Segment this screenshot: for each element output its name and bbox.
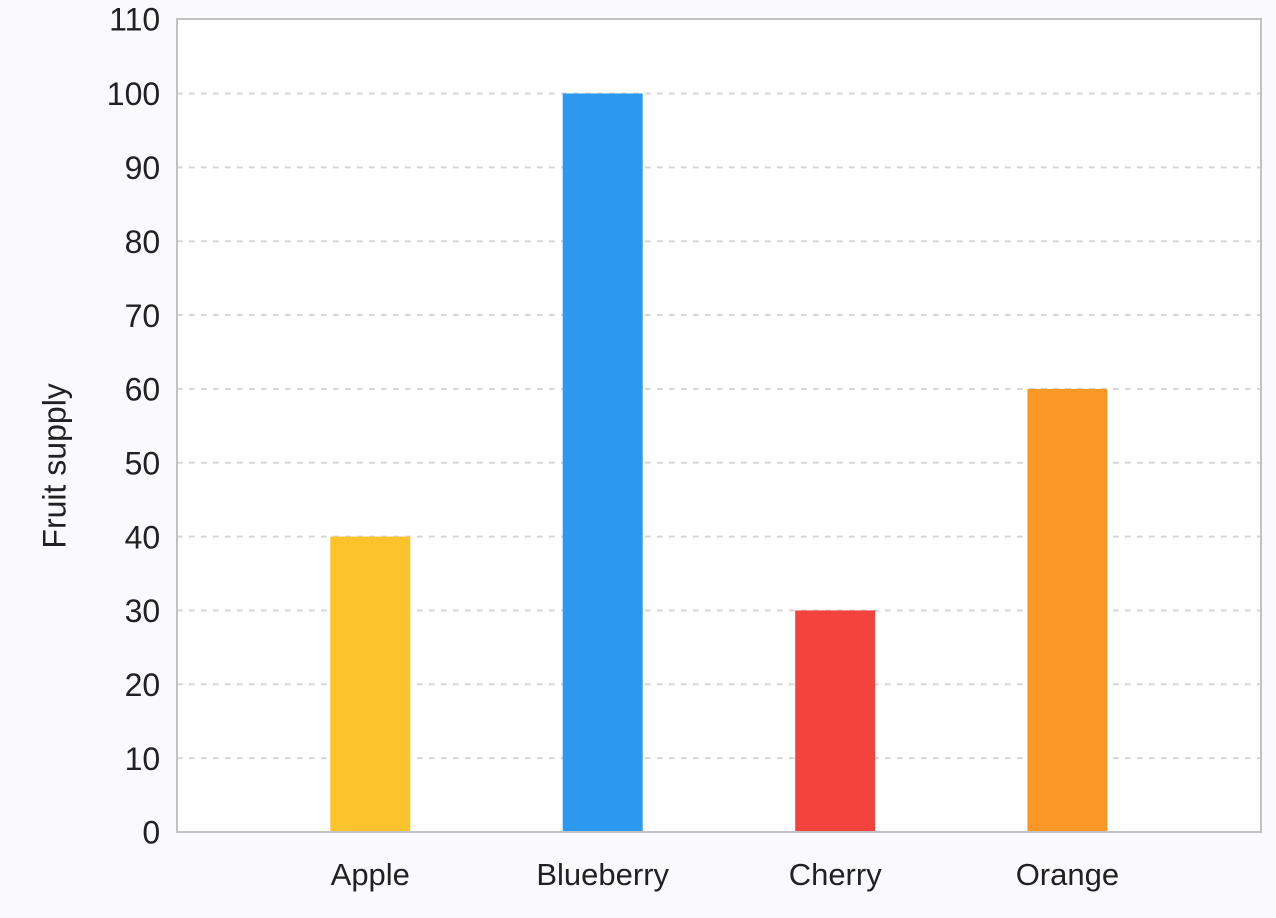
svg-text:40: 40: [125, 519, 161, 555]
svg-text:10: 10: [125, 741, 161, 777]
svg-text:80: 80: [125, 224, 161, 260]
svg-text:20: 20: [125, 667, 161, 703]
svg-text:110: 110: [109, 2, 160, 38]
svg-text:0: 0: [142, 815, 160, 851]
svg-text:100: 100: [107, 76, 160, 112]
svg-text:90: 90: [125, 150, 161, 186]
svg-text:Orange: Orange: [1016, 857, 1119, 892]
svg-text:Apple: Apple: [331, 857, 410, 892]
svg-text:Cherry: Cherry: [789, 857, 883, 892]
svg-text:30: 30: [125, 593, 161, 629]
svg-text:Fruit supply: Fruit supply: [36, 383, 72, 548]
svg-text:70: 70: [125, 298, 161, 334]
svg-text:60: 60: [125, 372, 161, 408]
svg-text:Blueberry: Blueberry: [536, 857, 669, 892]
svg-text:50: 50: [125, 445, 161, 481]
